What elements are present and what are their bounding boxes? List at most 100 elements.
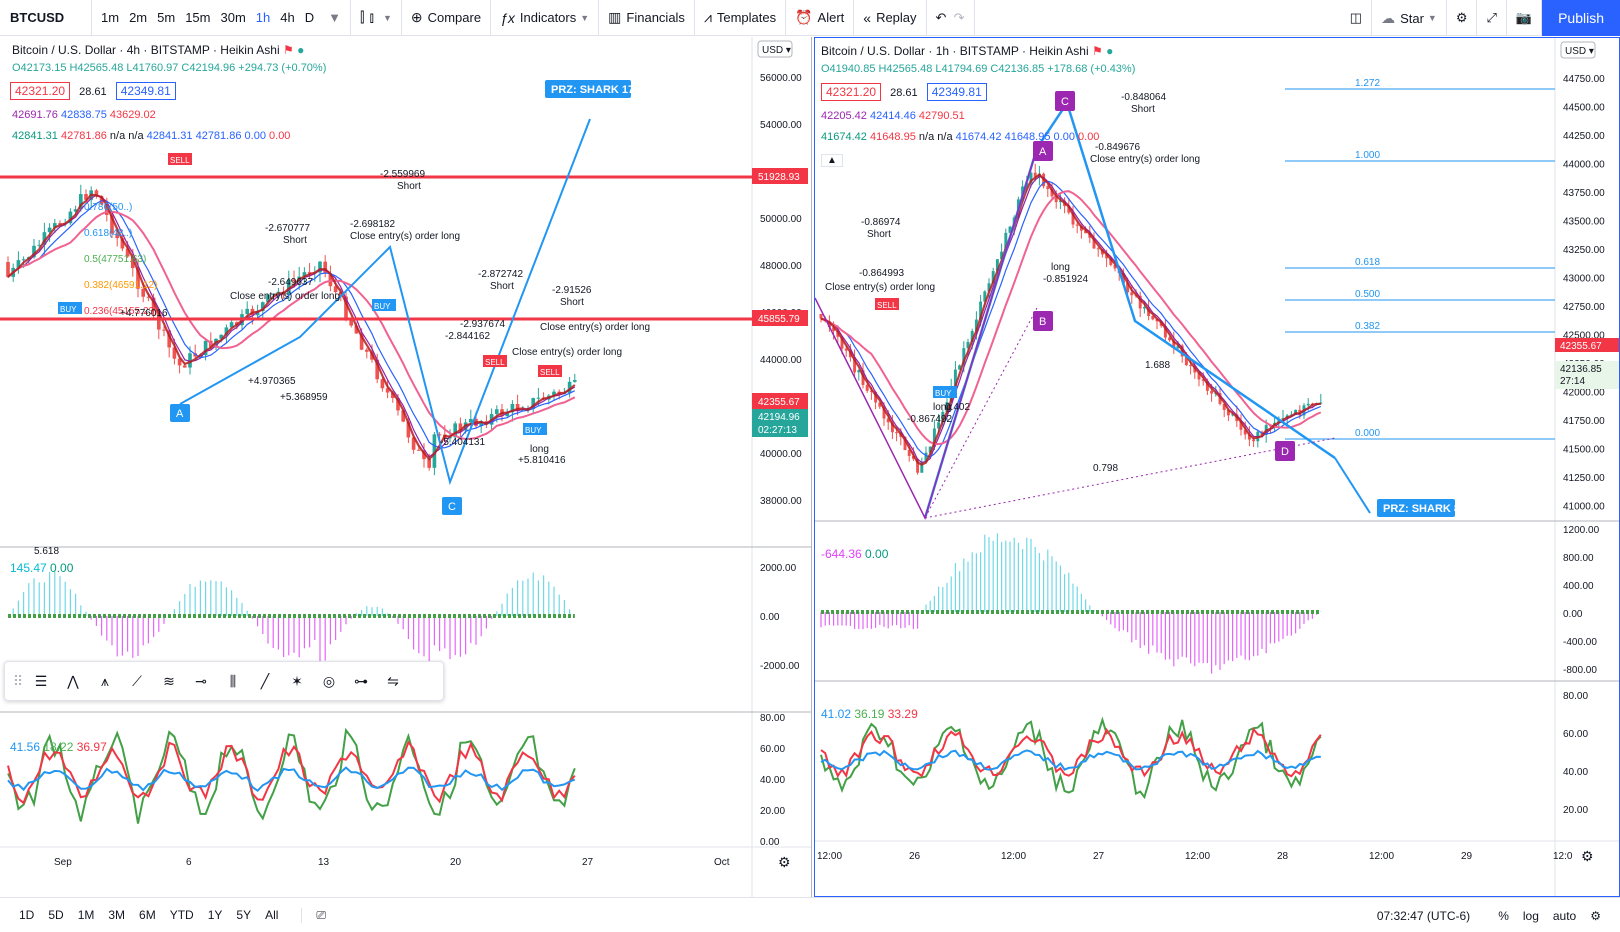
templates-button[interactable]: ⩘ Templates [695, 0, 787, 36]
candle-body [1201, 379, 1205, 381]
layout-button[interactable]: ◫ [1341, 0, 1373, 36]
xabcd-tool-icon[interactable]: ✶ [291, 672, 303, 689]
trade-annotation: 0.402 [945, 402, 970, 413]
candle-body [878, 402, 882, 407]
fib-tool-icon[interactable]: ≋ [163, 672, 175, 689]
left-bid-box[interactable]: 42321.20 [10, 82, 71, 100]
long-short-icon[interactable]: ⫼ [229, 672, 237, 689]
left-ask-box[interactable]: 42349.81 [115, 82, 176, 100]
bar-style-button[interactable]: ⫿ ⫾ ▼ [351, 0, 402, 36]
right-chart-pane[interactable]: 44750.00 44500.00 44250.00 44000.00 43750.00… [814, 37, 1620, 897]
publish-button[interactable]: Publish [1542, 0, 1620, 36]
interval-1h[interactable]: 1h [255, 10, 271, 25]
time-tick-label: 12:00 [1369, 851, 1394, 862]
right-ask-box[interactable]: 42349.81 [926, 83, 987, 101]
bottom-right-controls: 07:32:47 (UTC-6) % log auto ⚙ [1370, 898, 1608, 932]
candle-body [47, 227, 52, 233]
level-label: 45855.79 [758, 314, 800, 325]
range-1y[interactable]: 1Y [207, 908, 223, 922]
chevron-down-icon[interactable]: ▼ [328, 10, 341, 25]
projection-icon[interactable]: ⊶ [354, 672, 368, 689]
range-3m[interactable]: 3M [108, 908, 126, 922]
range-ytd[interactable]: YTD [169, 908, 194, 922]
fullscreen-button[interactable]: ⤢ [1477, 0, 1507, 36]
right-rsi-legend: 41.02 36.19 33.29 [821, 707, 918, 721]
compare-button[interactable]: ⊕ Compare [402, 0, 492, 36]
ma-value: 42414.46 [869, 110, 916, 122]
snapshot-button[interactable]: 📷 [1507, 0, 1543, 36]
auto-toggle[interactable]: auto [1552, 908, 1577, 923]
redo-icon[interactable]: ↷ [953, 9, 965, 25]
symbol-search[interactable]: BTCUSD [0, 0, 92, 36]
range-all[interactable]: All [265, 908, 279, 922]
candle-body [229, 322, 234, 328]
undo-button[interactable]: ↶ ↷ [927, 0, 975, 36]
replay-button[interactable]: « Replay [854, 0, 927, 36]
indicators-button[interactable]: ƒx Indicators ▼ [491, 0, 600, 36]
trade-annotation: -2.649637 [268, 277, 313, 288]
candle-body [983, 291, 987, 302]
range-5d[interactable]: 5D [48, 908, 64, 922]
time-tick-label: 13 [318, 857, 330, 868]
star-button[interactable]: ☁ Star ▼ [1372, 0, 1447, 36]
rsi-tick-label: 20.00 [760, 806, 785, 817]
candle-body [953, 369, 957, 387]
fib-level-label: 0.500 [1355, 289, 1380, 300]
interval-15m[interactable]: 15m [185, 10, 211, 25]
alert-label: Alert [817, 10, 845, 25]
price-tick-label: 43000.00 [1563, 274, 1605, 285]
right-macd-legend: -644.36 0.00 [821, 547, 888, 561]
left-ma-row-2: 42841.31 42781.86 n/a n/a 42841.31 42781… [12, 130, 290, 142]
range-5y[interactable]: 5Y [236, 908, 252, 922]
goto-date-icon[interactable]: ⎚ [301, 907, 333, 923]
interval-1m[interactable]: 1m [101, 10, 120, 25]
interval-2m[interactable]: 2m [129, 10, 148, 25]
left-chart-canvas[interactable]: 56000.0054000.0052000.0050000.0048000.00… [0, 37, 812, 897]
interval-5m[interactable]: 5m [157, 10, 176, 25]
hline-tool-icon[interactable]: ☰ [34, 672, 48, 689]
trade-annotation: 0.798 [1093, 463, 1118, 474]
gear-icon[interactable]: ⚙ [1590, 908, 1601, 923]
range-1m[interactable]: 1M [77, 908, 95, 922]
right-bid-box[interactable]: 42321.20 [821, 83, 882, 101]
financials-button[interactable]: ▥ Financials [599, 0, 695, 36]
time-tick-label: Sep [54, 857, 72, 868]
brush-icon[interactable]: ◎ [322, 672, 336, 689]
trend-line-icon[interactable]: ⟋ [132, 672, 142, 689]
level-label: 51928.93 [758, 172, 800, 183]
fib-label: 0.618(48..) [84, 228, 132, 239]
pattern-tool-icon[interactable]: ⋀ [67, 672, 79, 689]
interval-4h[interactable]: 4h [280, 10, 295, 25]
candle-body [396, 397, 400, 411]
range-6m[interactable]: 6M [139, 908, 156, 922]
order-badge-label: SELL [540, 368, 560, 377]
macd-tick-label: -2000.00 [760, 661, 800, 672]
rsi-line [820, 716, 1322, 800]
settings-button[interactable]: ⚙ [1447, 0, 1478, 36]
candle-body [416, 449, 421, 451]
horizontal-ray-icon[interactable]: ⊸ [195, 672, 207, 689]
candle-body [32, 245, 36, 258]
interval-bar: 1m 2m 5m 15m 30m 1h 4h D ▼ [92, 0, 351, 36]
right-chart-canvas[interactable]: 44750.00 44500.00 44250.00 44000.00 43750.00… [815, 38, 1620, 897]
log-toggle[interactable]: log [1522, 908, 1539, 923]
ranges-icon[interactable]: ⇋ [387, 672, 399, 689]
interval-d[interactable]: D [304, 10, 315, 25]
drag-handle-icon[interactable]: ⠿ [12, 672, 24, 689]
order-badge-label: BUY [374, 302, 391, 311]
percent-toggle[interactable]: % [1498, 908, 1509, 923]
clock[interactable]: 07:32:47 (UTC-6) [1376, 908, 1471, 923]
interval-30m[interactable]: 30m [220, 10, 246, 25]
trade-annotation: -2.91526 [552, 285, 592, 296]
collapse-legend-button[interactable]: ▲ [821, 154, 843, 167]
candle-body [1226, 409, 1230, 416]
abcd-tool-icon[interactable]: ⩚ [101, 672, 109, 689]
currency-label: USD ▾ [1565, 46, 1594, 57]
candle-body [974, 319, 978, 332]
alert-button[interactable]: ⏰ Alert [786, 0, 855, 36]
line-tool-icon[interactable]: ╱ [260, 672, 270, 689]
candle-body [1113, 264, 1117, 269]
range-1d[interactable]: 1D [19, 908, 35, 922]
left-chart-pane[interactable]: 56000.0054000.0052000.0050000.0048000.00… [0, 37, 812, 897]
candle-body [380, 379, 385, 389]
